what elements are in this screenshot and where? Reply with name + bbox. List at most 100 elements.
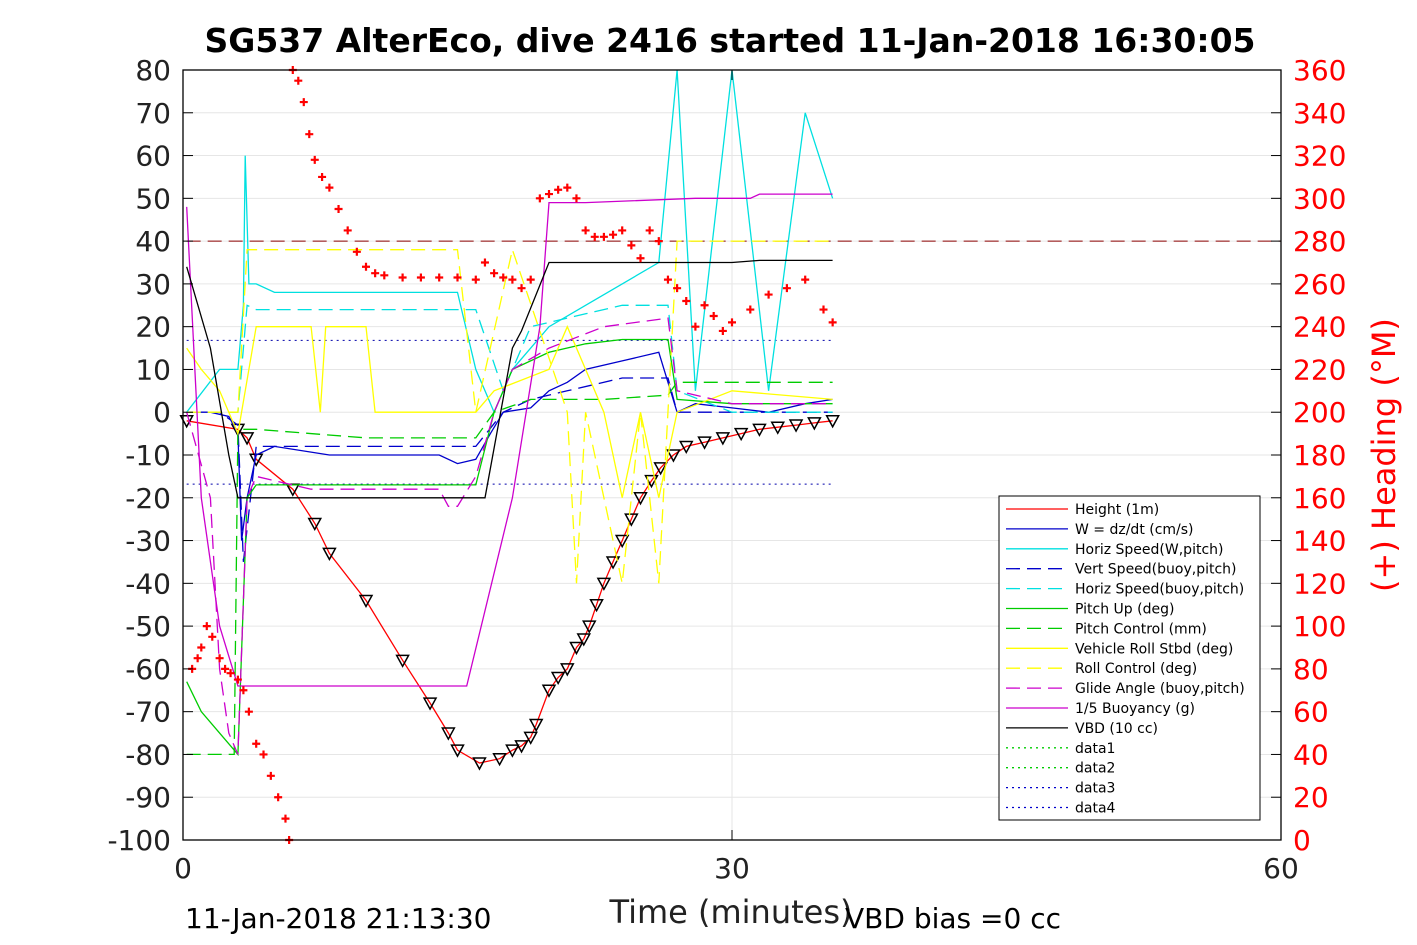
legend-label: Height (1m) (1075, 502, 1159, 518)
series-line (186, 69, 834, 414)
y-right-tick-label: 20 (1293, 781, 1329, 814)
heading-point (244, 707, 253, 716)
legend-label: Vehicle Roll Stbd (deg) (1075, 641, 1233, 657)
heading-point (728, 318, 736, 327)
height-marker (614, 534, 630, 549)
x-tick-label: 60 (1263, 852, 1299, 885)
y-tick-label: 30 (135, 268, 171, 301)
y-tick-label: -50 (125, 610, 171, 643)
y-tick-label: -70 (125, 696, 171, 729)
heading-point (535, 194, 544, 203)
height-marker (492, 752, 507, 767)
height-marker (395, 654, 410, 668)
height-marker (581, 620, 597, 634)
y-tick-label: -10 (125, 439, 171, 472)
heading-point (682, 297, 691, 305)
heading-point (334, 205, 343, 214)
heading-point (554, 185, 563, 194)
height-marker (422, 697, 438, 711)
series-line (186, 381, 833, 756)
height-marker (528, 718, 544, 733)
y-tick-label: 50 (135, 182, 171, 215)
y-tick-label: 80 (135, 54, 171, 87)
heading-point (590, 232, 599, 241)
heading-point (517, 284, 526, 293)
y-right-tick-label: 340 (1293, 97, 1346, 130)
height-marker (523, 731, 538, 745)
heading-point (709, 311, 718, 320)
heading-point (764, 290, 773, 299)
heading-point (746, 305, 755, 314)
y-right-tick-label: 220 (1293, 353, 1346, 386)
height-marker (633, 492, 648, 506)
y-tick-label: 10 (135, 353, 171, 386)
heading-point (545, 190, 553, 199)
height-marker (576, 633, 592, 647)
heading-point (700, 301, 709, 310)
height-marker (569, 641, 584, 656)
height-marker (472, 757, 487, 771)
y-tick-label: 60 (135, 140, 171, 173)
y-tick-label: 70 (135, 97, 171, 130)
height-marker (596, 577, 612, 591)
heading-point (343, 226, 352, 235)
heading-point (453, 273, 462, 282)
heading-point (490, 269, 499, 278)
heading-point (480, 258, 489, 267)
height-marker (666, 449, 681, 463)
legend-label: Roll Control (deg) (1075, 661, 1197, 677)
heading-point (471, 275, 480, 284)
y-tick-label: -30 (125, 525, 171, 558)
y-right-tick-label: 360 (1293, 54, 1346, 87)
y-tick-label: -40 (125, 567, 171, 600)
heading-point (221, 664, 230, 673)
heading-point (352, 247, 361, 256)
legend-label: data1 (1075, 741, 1115, 757)
y-axis-right-label: (+) Heading (°M) (1365, 318, 1403, 592)
footer-vbd-bias: VBD bias =0 cc (845, 902, 1061, 935)
y-right-tick-label: 40 (1293, 738, 1329, 771)
heading-point (362, 262, 370, 271)
heading-point (416, 273, 425, 282)
heading-point (508, 275, 517, 284)
heading-point (581, 226, 590, 235)
y-tick-label: -100 (107, 824, 171, 857)
height-marker (825, 415, 840, 429)
heading-point (499, 273, 508, 282)
height-marker (752, 423, 767, 437)
y-right-tick-label: 100 (1293, 610, 1346, 643)
legend-label: Pitch Up (deg) (1075, 602, 1174, 618)
height-marker (807, 417, 822, 431)
height-marker (239, 432, 255, 446)
height-marker (788, 419, 804, 433)
y-tick-label: 20 (135, 311, 171, 344)
heading-point (435, 273, 444, 282)
heading-point (718, 326, 727, 335)
legend-label: Pitch Control (mm) (1075, 621, 1207, 637)
chart-title: SG537 AlterEco, dive 2416 started 11-Jan… (204, 21, 1255, 60)
heading-point (782, 284, 791, 293)
series-line (186, 193, 833, 687)
series-line (186, 317, 833, 755)
heading-point (252, 739, 261, 748)
heading-point (380, 271, 389, 280)
y-right-tick-label: 120 (1293, 567, 1346, 600)
heading-point (305, 130, 314, 139)
heading-point (599, 232, 608, 241)
heading-point (281, 814, 290, 823)
y-right-tick-label: 200 (1293, 396, 1346, 429)
series-line (186, 259, 833, 499)
y-tick-label: -90 (125, 781, 171, 814)
heading-point (819, 305, 828, 314)
heading-points (188, 66, 837, 844)
legend-label: Horiz Speed(buoy,pitch) (1075, 582, 1244, 598)
legend-label: data3 (1075, 781, 1115, 797)
y-right-tick-label: 320 (1293, 140, 1346, 173)
y-axis-ticks: 80 70 60 50 40 30 20 10 0 -10 -20 -30 -40 -50 -60 -70 -8… (107, 54, 193, 857)
legend-box (998, 495, 1261, 821)
heading-point (563, 183, 572, 192)
heading-point (266, 771, 275, 780)
y-right-tick-label: 260 (1293, 268, 1346, 301)
series-line (186, 377, 833, 562)
